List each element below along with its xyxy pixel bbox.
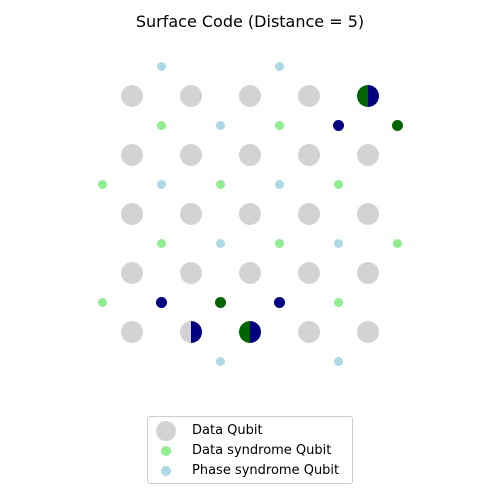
data-qubit <box>180 262 202 284</box>
data-qubit <box>239 262 261 284</box>
data-qubit <box>239 203 261 225</box>
legend-label: Data syndrome Qubit <box>192 443 332 458</box>
data-qubit <box>121 85 143 107</box>
phase-syndrome-qubit <box>156 297 167 308</box>
data-qubit <box>298 144 320 166</box>
data-qubit <box>298 85 320 107</box>
data-qubit <box>180 85 202 107</box>
phase-syndrome-qubit <box>275 180 284 189</box>
data-qubit <box>180 144 202 166</box>
phase-syndrome-qubit <box>334 239 343 248</box>
data-qubit <box>239 144 261 166</box>
data-qubit-x-error-half <box>239 321 250 343</box>
data-syndrome-qubit <box>98 298 107 307</box>
data-syndrome-qubit <box>275 239 284 248</box>
data-qubit <box>298 321 320 343</box>
data-syndrome-qubit <box>157 239 166 248</box>
data-qubit <box>357 144 379 166</box>
data-qubit <box>357 321 379 343</box>
phase-syndrome-qubit <box>216 121 225 130</box>
phase-syndrome-qubit <box>157 62 166 71</box>
data-syndrome-qubit <box>98 180 107 189</box>
legend: Data Qubit Data syndrome Qubit Phase syn… <box>147 416 353 484</box>
legend-label: Phase syndrome Qubit <box>192 463 340 478</box>
data-qubit-marker <box>156 421 176 441</box>
data-qubit <box>121 203 143 225</box>
data-syndrome-qubit <box>215 297 226 308</box>
data-syndrome-qubit <box>216 180 225 189</box>
diagram-title: Surface Code (Distance = 5) <box>135 12 365 31</box>
data-qubit <box>357 262 379 284</box>
phase-syndrome-qubit <box>274 297 285 308</box>
data-qubit-z-error-half <box>368 85 379 107</box>
data-qubit-left-half <box>180 321 191 343</box>
data-qubit-z-error-half <box>250 321 261 343</box>
data-qubit <box>298 203 320 225</box>
data-syndrome-marker <box>161 446 171 456</box>
data-syndrome-qubit <box>157 121 166 130</box>
legend-item-data-syndrome: Data syndrome Qubit <box>148 441 352 461</box>
phase-syndrome-qubit <box>216 239 225 248</box>
data-qubit <box>121 144 143 166</box>
data-syndrome-qubit <box>334 180 343 189</box>
data-syndrome-qubit <box>334 298 343 307</box>
phase-syndrome-qubit <box>216 357 225 366</box>
data-qubit <box>239 85 261 107</box>
legend-label: Data Qubit <box>192 423 263 438</box>
data-qubit <box>121 262 143 284</box>
phase-syndrome-qubit <box>333 120 344 131</box>
phase-syndrome-qubit <box>275 62 284 71</box>
data-qubit <box>357 203 379 225</box>
data-qubit <box>121 321 143 343</box>
legend-item-data-qubit: Data Qubit <box>148 421 352 441</box>
phase-syndrome-qubit <box>334 357 343 366</box>
phase-syndrome-qubit <box>157 180 166 189</box>
legend-item-phase-syndrome: Phase syndrome Qubit <box>148 461 352 481</box>
data-syndrome-qubit <box>275 121 284 130</box>
data-qubit-x-error-half <box>357 85 368 107</box>
data-syndrome-qubit <box>393 239 402 248</box>
data-qubit <box>180 203 202 225</box>
data-qubit-z-error-half <box>191 321 202 343</box>
data-syndrome-qubit <box>392 120 403 131</box>
phase-syndrome-marker <box>161 466 171 476</box>
data-qubit <box>298 262 320 284</box>
